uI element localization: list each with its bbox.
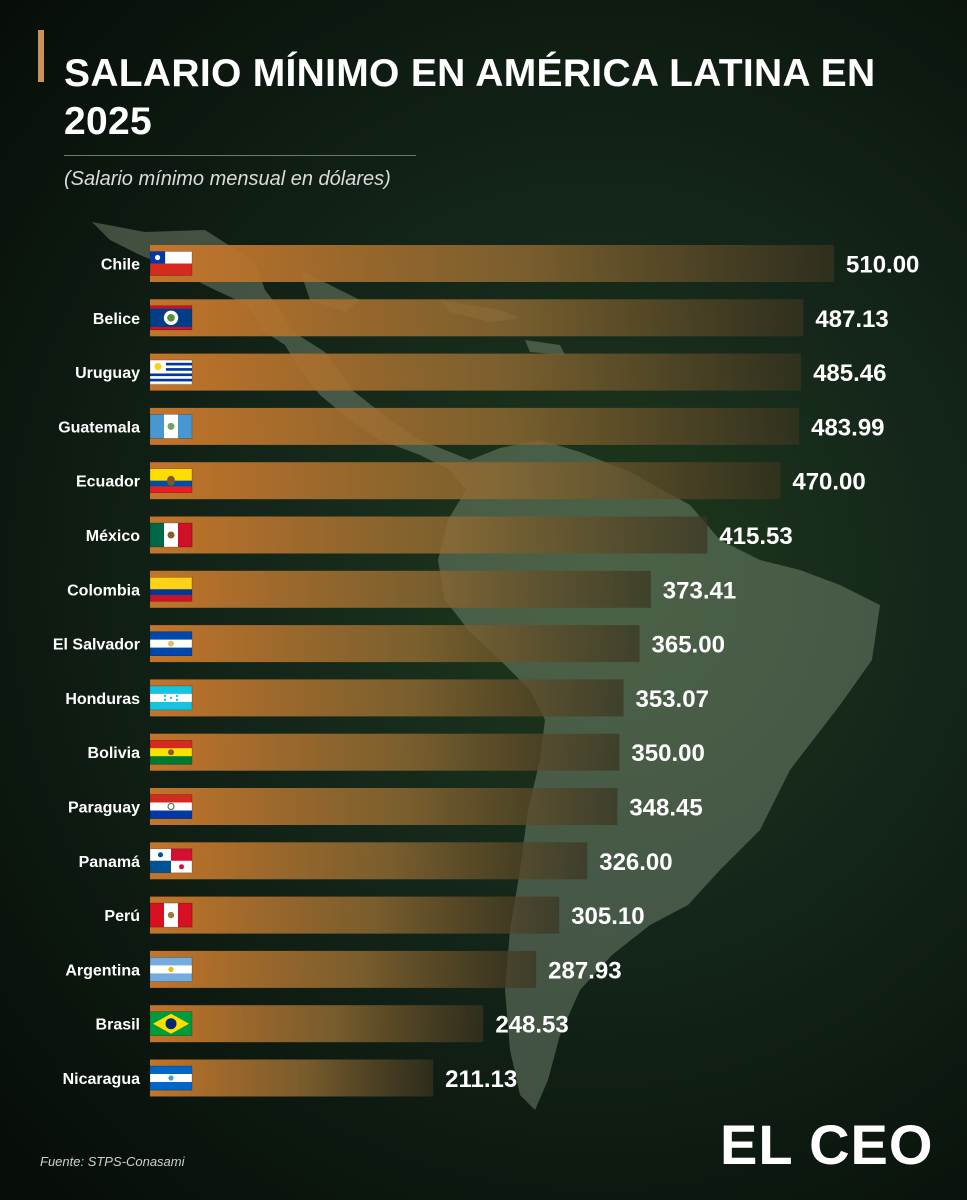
category-label-el-salvador: El Salvador <box>53 637 140 654</box>
value-label-bolivia: 350.00 <box>631 740 704 767</box>
page-title: SALARIO MÍNIMO EN AMÉRICA LATINA EN 2025 <box>64 52 876 143</box>
guatemala-flag-icon <box>149 414 193 439</box>
source-note: Fuente: STPS-Conasami <box>40 1154 185 1169</box>
value-label-brasil: 248.53 <box>495 1012 568 1039</box>
category-label-panama: Panamá <box>79 854 140 871</box>
bar-belice <box>150 299 804 337</box>
el-ceo-logo: EL CEO <box>720 1113 934 1176</box>
category-label-belice: Belice <box>93 311 140 328</box>
category-label-brasil: Brasil <box>96 1017 140 1034</box>
bolivia-flag-icon <box>149 739 193 765</box>
value-label-colombia: 373.41 <box>663 577 736 604</box>
category-label-ecuador: Ecuador <box>76 474 140 491</box>
title-divider <box>64 155 416 156</box>
value-label-peru: 305.10 <box>571 903 644 930</box>
value-label-mexico: 415.53 <box>719 523 792 550</box>
value-label-belice: 487.13 <box>815 306 888 333</box>
chile-flag-icon <box>149 251 193 276</box>
value-label-argentina: 287.93 <box>548 957 621 984</box>
value-label-chile: 510.00 <box>846 252 919 279</box>
bars-layer <box>150 245 834 1097</box>
bar-colombia <box>150 570 651 608</box>
value-label-panama: 326.00 <box>599 849 672 876</box>
category-label-argentina: Argentina <box>65 962 140 979</box>
bar-peru <box>150 896 560 934</box>
ecuador-flag-icon <box>149 468 193 494</box>
bar-bolivia <box>150 733 620 771</box>
bar-chile <box>150 245 834 282</box>
title-accent-bar <box>38 30 44 82</box>
category-label-chile: Chile <box>101 257 140 274</box>
bar-argentina <box>150 950 537 988</box>
value-label-nicaragua: 211.13 <box>445 1066 517 1093</box>
bar-honduras <box>150 679 624 717</box>
category-label-nicaragua: Nicaragua <box>63 1071 140 1088</box>
value-label-honduras: 353.07 <box>636 686 709 713</box>
labels-layer: Chile 510.00 Belice 487.13 Uruguay 485.46 Guat… <box>53 252 920 1094</box>
bar-paraguay <box>150 788 618 825</box>
category-label-honduras: Honduras <box>65 691 140 708</box>
category-label-bolivia: Bolivia <box>88 745 141 762</box>
category-label-paraguay: Paraguay <box>68 800 140 817</box>
category-label-colombia: Colombia <box>67 582 140 599</box>
category-label-uruguay: Uruguay <box>75 365 140 382</box>
value-label-paraguay: 348.45 <box>629 795 702 822</box>
category-label-mexico: México <box>86 528 140 545</box>
value-label-ecuador: 470.00 <box>792 469 865 496</box>
peru-flag-icon <box>149 902 193 928</box>
bar-panama <box>150 842 588 880</box>
paraguay-flag-icon <box>149 794 193 819</box>
value-label-guatemala: 483.99 <box>811 414 884 441</box>
uruguay-flag-icon <box>149 359 193 385</box>
bar-mexico <box>150 516 708 554</box>
category-label-peru: Perú <box>104 908 140 925</box>
value-label-el-salvador: 365.00 <box>652 632 725 659</box>
mexico-flag-icon <box>149 522 193 548</box>
chart-subtitle: (Salario mínimo mensual en dólares) <box>64 168 391 190</box>
belize-flag-icon <box>149 305 193 331</box>
el-salvador-flag-icon <box>149 631 193 656</box>
colombia-flag-icon <box>149 576 193 602</box>
bar-brasil <box>150 1005 484 1043</box>
argentina-flag-icon <box>149 957 193 982</box>
panama-flag-icon <box>149 848 193 874</box>
bar-el-salvador <box>150 625 640 663</box>
nicaragua-flag-icon <box>149 1065 193 1091</box>
brazil-flag-icon <box>149 1011 193 1037</box>
bar-uruguay <box>150 353 802 391</box>
bar-guatemala <box>150 407 800 445</box>
category-label-guatemala: Guatemala <box>58 419 140 436</box>
honduras-flag-icon <box>149 685 193 711</box>
bar-nicaragua <box>150 1059 434 1097</box>
flags-layer <box>149 251 193 1091</box>
bar-ecuador <box>150 462 781 500</box>
value-label-uruguay: 485.46 <box>813 360 886 387</box>
